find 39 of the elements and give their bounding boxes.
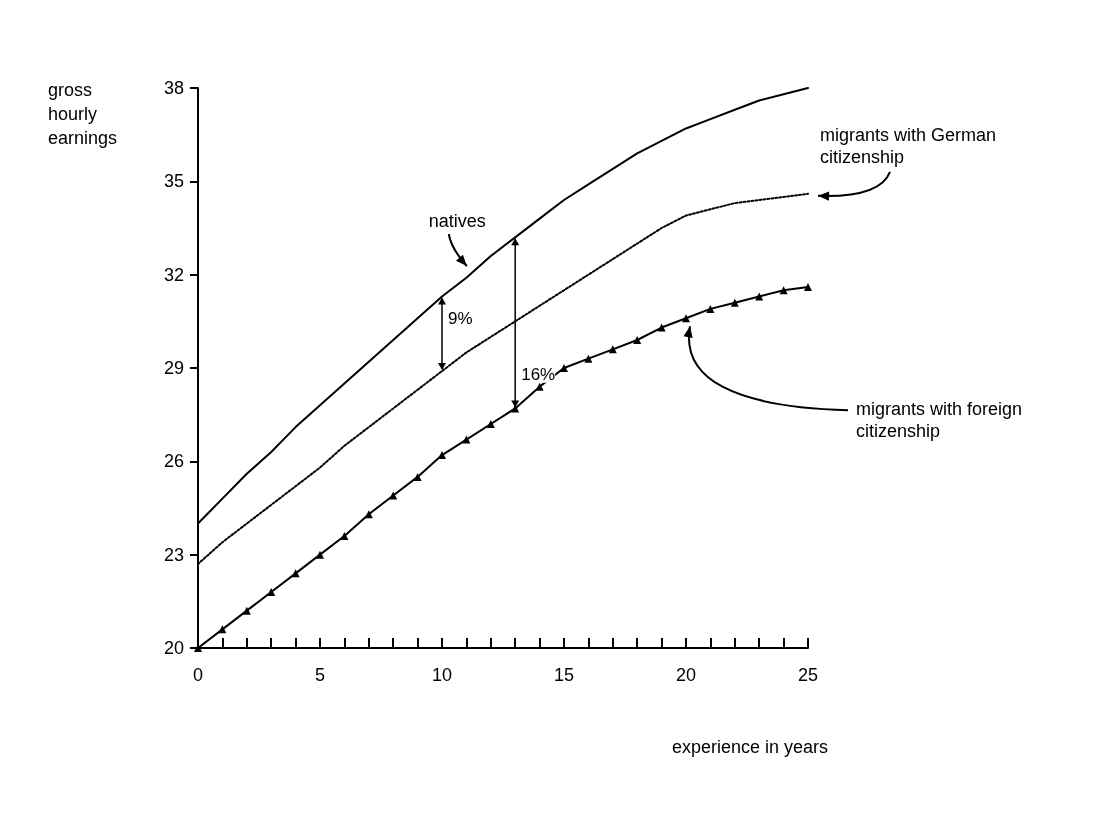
- x-axis-title: experience in years: [671, 737, 829, 757]
- point: [779, 286, 788, 295]
- point: [633, 336, 642, 344]
- y-tick-label: 38: [163, 78, 184, 98]
- point: [340, 532, 349, 540]
- point: [486, 420, 495, 428]
- point: [657, 323, 666, 332]
- point: [560, 364, 568, 372]
- point: [804, 283, 812, 292]
- series-label: natives: [428, 211, 486, 231]
- x-tick-label: 25: [797, 665, 819, 685]
- point: [316, 550, 324, 559]
- y-tick-label: 20: [163, 638, 184, 658]
- point: [267, 588, 276, 596]
- point: [462, 435, 471, 444]
- y-tick-label: 29: [163, 358, 184, 378]
- text: migrants with foreign citizenship: [856, 399, 1023, 442]
- point: [682, 314, 690, 323]
- point: [584, 354, 593, 363]
- point: [242, 606, 251, 615]
- y-tick-label: 32: [163, 264, 184, 285]
- x-tick-label: 10: [431, 665, 453, 685]
- y-tick-label: 35: [163, 171, 184, 192]
- point: [413, 472, 422, 481]
- y-tick-label: 26: [163, 451, 184, 472]
- series-label: migrants with German citizenship: [820, 124, 997, 167]
- annotation: 16%: [521, 364, 556, 384]
- x-tick-label: 15: [553, 665, 575, 685]
- point: [730, 298, 739, 307]
- point: [438, 451, 446, 460]
- point: [389, 491, 398, 500]
- x-tick-label: 5: [314, 665, 326, 685]
- point: [535, 382, 544, 391]
- annotation: 9%: [448, 309, 473, 329]
- x-tick-label: 0: [192, 665, 204, 685]
- y-tick-label: 23: [163, 544, 184, 565]
- y-axis-title: gross hourly earnings: [48, 80, 118, 148]
- point: [706, 304, 715, 313]
- x-tick-label: 20: [675, 665, 697, 685]
